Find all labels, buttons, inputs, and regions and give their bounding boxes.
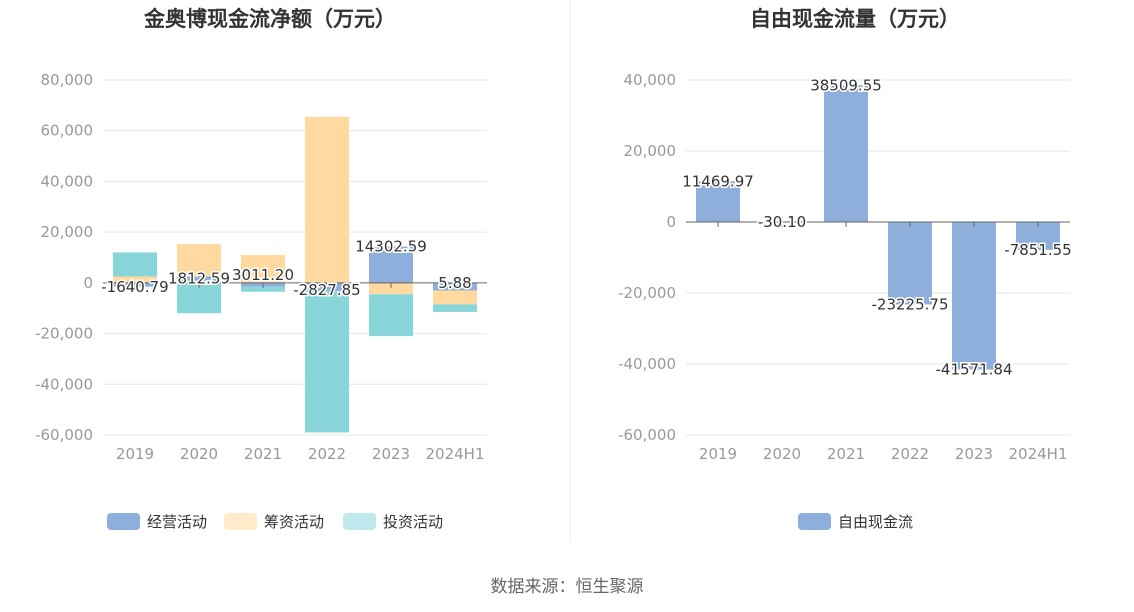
y-tick-label: 0: [83, 274, 93, 292]
free-cashflow-chart: 自由现金流量（万元） 40,000 20,000 0 -20,000 -40,000 -60…: [618, 7, 1073, 531]
data-label: 1812.59: [168, 269, 230, 287]
category-label: 2024H1: [426, 445, 485, 463]
data-label: -7851.55: [1004, 241, 1071, 259]
bar-2019: [696, 181, 740, 222]
y-tick-label: 40,000: [624, 71, 677, 89]
data-label: 14302.59: [355, 238, 427, 256]
category-label: 2023: [955, 445, 993, 463]
category-label: 2019: [116, 445, 154, 463]
bar-2024H1: [433, 290, 477, 305]
legend-label: 筹资活动: [264, 513, 324, 531]
bar-2022: [305, 116, 349, 283]
category-label: 2022: [308, 445, 346, 463]
y-tick-label: -60,000: [618, 426, 676, 444]
legend-swatch: [798, 513, 831, 530]
legend-item: 筹资活动: [224, 513, 324, 531]
data-label: 38509.55: [810, 76, 882, 94]
bar-2024H1: [433, 304, 477, 313]
y-tick-label: -20,000: [618, 284, 676, 302]
bar-2021: [824, 85, 868, 222]
bar-2023: [369, 294, 413, 337]
bar-2019: [113, 252, 157, 277]
bar-2020: [177, 282, 221, 314]
y-tick-label: 60,000: [41, 122, 94, 140]
bar-2022: [305, 290, 349, 433]
y-tick-label: 20,000: [624, 142, 677, 160]
cashflow-net-chart: 金奥博现金流净额（万元） 80,000 60,000 40,000 20,000 0 -20…: [35, 7, 487, 531]
legend-swatch: [343, 513, 376, 530]
category-label: 2021: [827, 445, 865, 463]
y-tick-label: 40,000: [41, 172, 94, 190]
bar-2019: [113, 276, 157, 283]
bar-2023: [369, 282, 413, 295]
legend-item: 经营活动: [107, 513, 207, 531]
data-label: -30.10: [758, 213, 806, 231]
legend-swatch: [224, 513, 257, 530]
y-tick-label: -20,000: [35, 325, 93, 343]
data-label: -41571.84: [936, 361, 1013, 379]
bar-2021: [241, 254, 285, 283]
legend-label: 经营活动: [147, 513, 207, 531]
bar-2021: [241, 286, 285, 292]
category-label: 2020: [180, 445, 218, 463]
bar-2023: [952, 222, 996, 370]
y-tick-label: -40,000: [618, 355, 676, 373]
y-tick-label: 80,000: [41, 71, 94, 89]
data-label: -23225.75: [872, 295, 949, 313]
legend-label: 投资活动: [383, 513, 443, 531]
y-tick-label: -60,000: [35, 426, 93, 444]
y-tick-label: -40,000: [35, 375, 93, 393]
category-label: 2022: [891, 445, 929, 463]
legend-item: 自由现金流: [798, 513, 913, 531]
bar-2020: [177, 276, 221, 283]
y-tick-label: 0: [666, 213, 676, 231]
data-label: -1640.79: [101, 278, 168, 296]
data-label: -2827.85: [293, 281, 360, 299]
data-source-note: 数据来源：恒生聚源: [490, 577, 644, 597]
legend-label: 自由现金流: [838, 513, 913, 531]
data-label: 11469.97: [682, 172, 754, 190]
category-label: 2019: [699, 445, 737, 463]
legend-item: 投资活动: [343, 513, 443, 531]
chart-title: 金奥博现金流净额（万元）: [143, 7, 396, 31]
category-label: 2024H1: [1009, 445, 1068, 463]
category-label: 2020: [763, 445, 801, 463]
bar-2022: [888, 222, 932, 305]
bar-2023: [369, 246, 413, 283]
data-label: 5.88: [438, 274, 471, 292]
category-label: 2023: [372, 445, 410, 463]
y-tick-label: 20,000: [41, 223, 94, 241]
legend-swatch: [107, 513, 140, 530]
chart-title: 自由现金流量（万元）: [750, 7, 960, 31]
data-label: 3011.20: [232, 266, 294, 284]
bar-2020: [177, 244, 221, 277]
category-label: 2021: [244, 445, 282, 463]
